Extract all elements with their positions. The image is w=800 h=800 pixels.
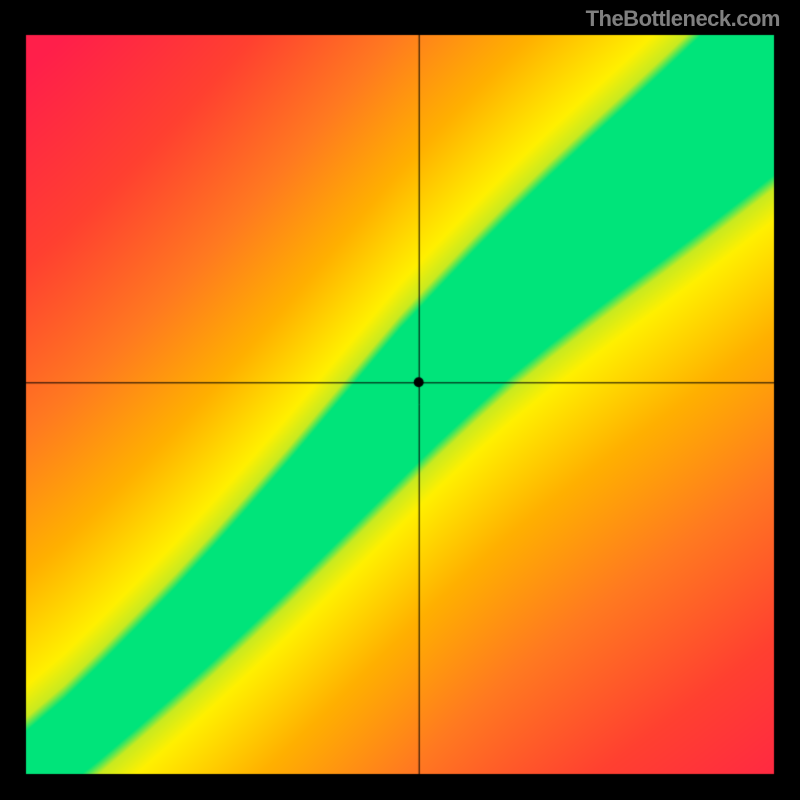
chart-container: TheBottleneck.com (0, 0, 800, 800)
heatmap-canvas (0, 0, 800, 800)
watermark-text: TheBottleneck.com (586, 6, 780, 32)
